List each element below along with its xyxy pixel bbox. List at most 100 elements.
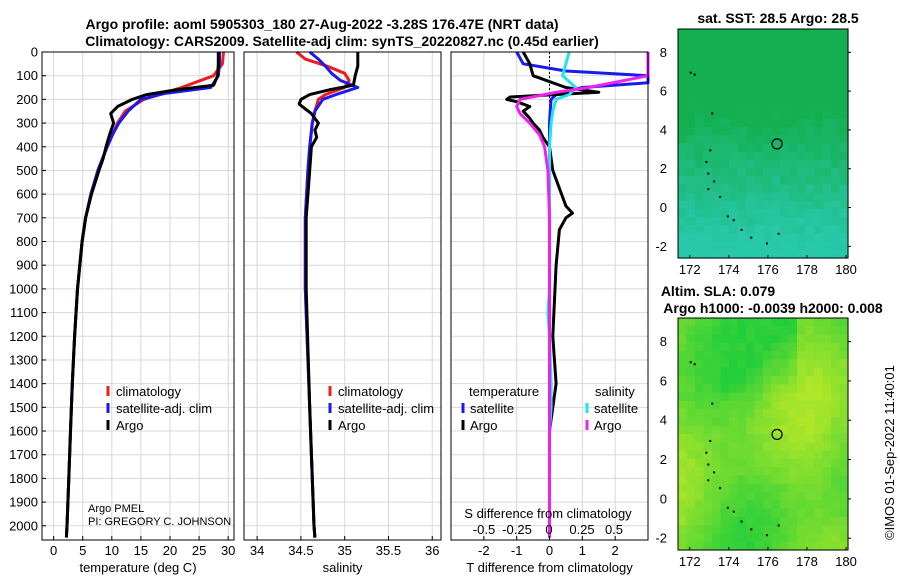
map-cell (831, 508, 841, 518)
map-cell (763, 500, 773, 510)
map-cell (746, 225, 756, 235)
map-cell (678, 483, 688, 493)
map-field (678, 29, 849, 259)
map-cell (763, 127, 773, 136)
map-cell (814, 500, 824, 510)
map-cell (839, 45, 849, 55)
map-cell (686, 233, 696, 243)
series-line-climatology (64, 51, 225, 538)
map-cell (737, 61, 747, 71)
map-cell (737, 37, 747, 46)
map-cell (805, 53, 815, 63)
map-cell (695, 78, 705, 87)
map-cell (729, 376, 739, 385)
map-cell (686, 351, 696, 361)
map-cell (831, 249, 841, 259)
map-cell (831, 168, 841, 177)
map-cell (839, 392, 849, 402)
map-cell (839, 384, 849, 394)
map-cell (771, 208, 781, 218)
map-cell (695, 86, 705, 96)
map-cell (678, 442, 688, 452)
map-cell (686, 192, 696, 202)
x-tick-label: 34.5 (288, 543, 313, 558)
map-cell (729, 86, 739, 96)
legend-label: climatology (338, 384, 404, 399)
map-cell (797, 241, 807, 251)
map-cell (788, 326, 798, 336)
map-cell (695, 118, 705, 128)
map-cell (720, 392, 730, 402)
map-cell (831, 69, 841, 79)
map-cell (839, 192, 849, 202)
map-cell (805, 417, 815, 427)
map-cell (720, 367, 730, 377)
map-x-tick-label: 178 (796, 262, 818, 277)
x-tick-label: -1 (511, 543, 523, 558)
map-cell (720, 249, 730, 259)
map-cell (678, 467, 688, 477)
map-cell (771, 483, 781, 493)
map-cell (822, 342, 832, 352)
map-cell (737, 78, 747, 87)
map-cell (822, 249, 832, 259)
map-cell (788, 541, 798, 551)
map-x-tick-label: 180 (835, 262, 857, 277)
map-cell (754, 200, 764, 210)
map-cell (839, 334, 849, 344)
map-cell (771, 392, 781, 402)
map-cell (788, 249, 798, 259)
map-cell (788, 86, 798, 96)
map-cell (780, 359, 790, 369)
map-cell (822, 233, 832, 243)
map-cell (729, 37, 739, 46)
map-cell (686, 118, 696, 128)
map-cell (695, 367, 705, 377)
map-cell (831, 492, 841, 501)
map-cell (797, 208, 807, 218)
map-cell (797, 69, 807, 79)
map-cell (805, 425, 815, 435)
map-y-tick-label: -2 (655, 239, 667, 254)
map-cell (695, 127, 705, 136)
y-tick-label: 1600 (9, 424, 38, 439)
map-cell (703, 533, 713, 543)
map-cell (686, 516, 696, 526)
map-cell (686, 434, 696, 443)
map-cell (686, 417, 696, 427)
map-cell (746, 541, 756, 551)
map-cell (805, 492, 815, 501)
map-cell (754, 492, 764, 501)
map-cell (831, 400, 841, 410)
map-cell (686, 334, 696, 344)
map-cell (831, 176, 841, 185)
map-cell (686, 151, 696, 161)
map-cell (754, 541, 764, 551)
map-cell (822, 367, 832, 377)
map-cell (737, 143, 747, 153)
map-cell (746, 475, 756, 485)
map-cell (746, 86, 756, 96)
map-cell (797, 94, 807, 104)
map-cell (703, 176, 713, 185)
map-cell (695, 400, 705, 410)
map-cell (729, 53, 739, 63)
map-cell (805, 326, 815, 336)
series-line-argo (64, 52, 220, 538)
map-cell (712, 351, 722, 361)
map-cell (754, 168, 764, 177)
map-cell (780, 249, 790, 259)
map-cell (746, 168, 756, 177)
map-cell (729, 159, 739, 169)
map-cell (686, 475, 696, 485)
map-cell (678, 184, 688, 194)
map-cell (788, 516, 798, 526)
map-cell (780, 376, 790, 385)
map-cell (788, 168, 798, 177)
map-cell (695, 110, 705, 120)
map-cell (788, 184, 798, 194)
map-cell (737, 118, 747, 128)
map-cell (720, 384, 730, 394)
map-cell (737, 533, 747, 543)
map-cell (686, 135, 696, 145)
